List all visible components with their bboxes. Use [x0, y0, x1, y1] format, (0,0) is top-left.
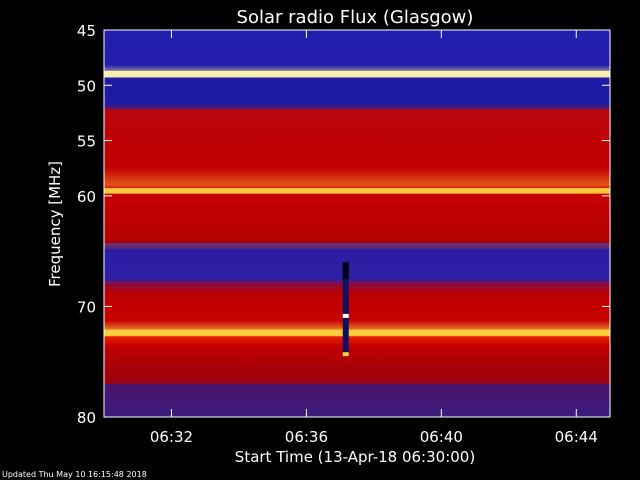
spectral-band-7: [104, 280, 610, 330]
spectral-band-6: [104, 242, 610, 281]
y-tick-label-1: 45: [77, 22, 96, 40]
x-tick-label-4: 06:44: [555, 428, 598, 446]
burst-1: [342, 262, 349, 357]
spectral-band-8: [104, 329, 610, 337]
burst-layer: [342, 262, 349, 357]
x-axis-label: Start Time (13-Apr-18 06:30:00): [235, 448, 475, 466]
y-tick-label-6: 80: [77, 409, 96, 427]
burst-1-dark-core: [342, 262, 349, 280]
chart-title: Solar radio Flux (Glasgow): [237, 7, 474, 28]
y-axis-label: Frequency [MHz]: [46, 161, 64, 287]
plot-area: [103, 29, 611, 418]
spectral-band-5: [104, 188, 610, 194]
plot-border: [103, 29, 611, 418]
spectral-band-4: [104, 109, 610, 243]
spectral-band-3: [104, 77, 610, 110]
burst-1-peak: [342, 313, 349, 318]
updated-timestamp: Updated Thu May 10 16:15:48 2018: [2, 470, 147, 479]
y-axis: 45 50 55 60 70 80 Frequency [MHz]: [46, 22, 610, 427]
spectral-band-1: [104, 30, 610, 71]
y-ticks: 45 50 55 60 70 80: [77, 22, 610, 427]
x-axis: 06:32 06:36 06:40 06:44 Start Time (13-Apr-…: [150, 30, 598, 466]
y-tick-label-5: 70: [77, 298, 96, 316]
spectral-band-10: [104, 383, 610, 417]
burst-1-tail: [342, 352, 349, 357]
x-ticks: 06:32 06:36 06:40 06:44: [150, 30, 598, 446]
x-tick-label-2: 06:36: [285, 428, 328, 446]
band-layer: [104, 30, 610, 417]
y-tick-label-3: 55: [77, 133, 96, 151]
y-tick-label-2: 50: [77, 77, 96, 95]
spectral-band-2: [104, 70, 610, 78]
spectral-band-9: [104, 336, 610, 384]
x-tick-label-3: 06:40: [420, 428, 463, 446]
x-tick-label-1: 06:32: [150, 428, 193, 446]
y-tick-label-4: 60: [77, 188, 96, 206]
